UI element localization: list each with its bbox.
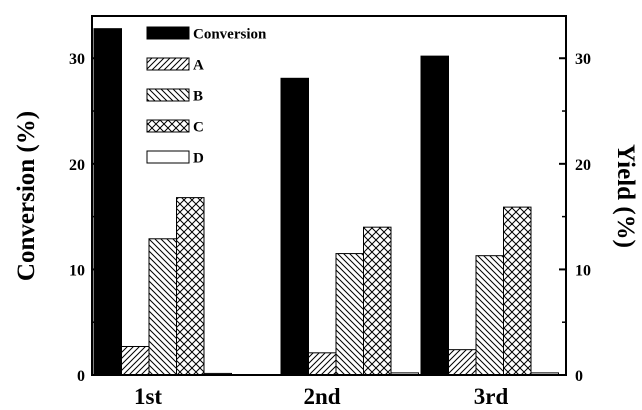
legend-swatch-b	[146, 88, 190, 102]
bar-a-2nd	[308, 352, 337, 376]
plot-frame	[91, 15, 567, 376]
legend-label-c: C	[193, 120, 204, 136]
bar-b-2nd	[335, 253, 364, 376]
bar-conversion-3rd	[420, 55, 449, 376]
legend-swatch-a	[146, 57, 190, 71]
right-tick-label: 0	[575, 368, 583, 385]
y2-axis-title: Yield (%)	[612, 144, 639, 248]
bar-conversion-2nd	[280, 77, 309, 376]
bar-conversion-1st	[93, 28, 122, 376]
category-label: 1st	[134, 384, 162, 409]
right-tick-label: 10	[575, 262, 591, 279]
legend-swatch-conversion	[146, 26, 190, 40]
category-label: 3rd	[474, 384, 509, 409]
left-tick-label: 20	[69, 157, 85, 174]
right-tick-label: 30	[575, 51, 591, 68]
bar-c-3rd	[503, 206, 532, 376]
right-tick-label: 20	[575, 157, 591, 174]
legend-swatch-d	[146, 150, 190, 164]
right-axis-ticks: 0 10 20 30	[559, 51, 591, 385]
category-label: 2nd	[303, 384, 340, 409]
legend-label-a: A	[193, 58, 204, 74]
left-tick-label: 0	[77, 368, 85, 385]
left-tick-label: 30	[69, 51, 85, 68]
y-axis-title: Conversion (%)	[13, 111, 40, 281]
bars	[93, 28, 559, 376]
bar-b-3rd	[475, 255, 504, 376]
bar-a-1st	[121, 345, 150, 376]
left-axis-ticks: 0 10 20 30	[69, 51, 99, 385]
legend-label-d: D	[193, 151, 204, 167]
left-tick-label: 10	[69, 262, 85, 279]
legend-label-conversion: Conversion	[193, 27, 267, 43]
category-labels: 1st 2nd 3rd	[134, 384, 509, 409]
bar-c-2nd	[363, 226, 392, 376]
legend-swatch-c	[146, 119, 190, 133]
bar-b-1st	[148, 238, 177, 376]
bar-c-1st	[176, 197, 205, 376]
legend-label-b: B	[193, 89, 203, 105]
plot-area: 0 10 20 30 0 10 20 30 1st 2nd 3rd	[69, 15, 591, 409]
bar-a-3rd	[448, 349, 477, 376]
